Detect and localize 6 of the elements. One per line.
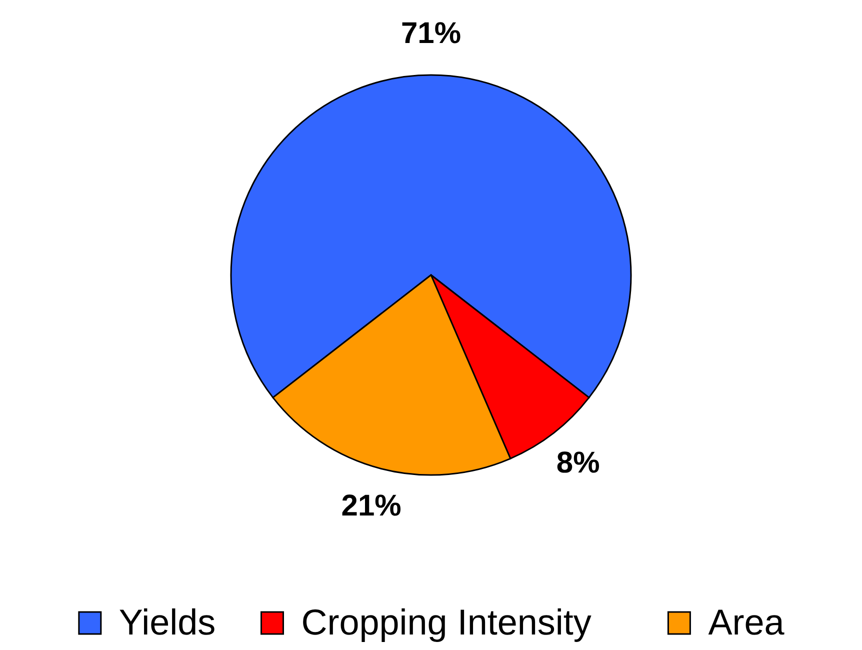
legend-label: Cropping Intensity <box>301 602 592 643</box>
data-label: 71% <box>400 16 462 50</box>
legend-label: Yields <box>118 602 216 643</box>
legend-label: Area <box>708 602 786 643</box>
data-label: 21% <box>341 489 402 522</box>
data-label: 8% <box>556 446 600 480</box>
